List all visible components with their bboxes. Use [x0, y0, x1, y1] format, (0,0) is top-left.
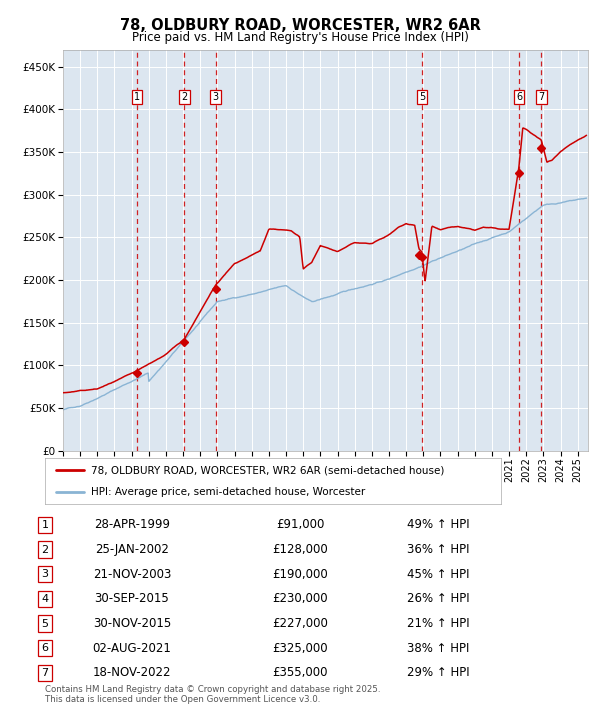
Text: 1: 1: [41, 520, 49, 530]
Text: £190,000: £190,000: [272, 568, 328, 581]
Text: 1: 1: [134, 92, 140, 102]
Text: 02-AUG-2021: 02-AUG-2021: [92, 642, 172, 655]
Text: 6: 6: [41, 643, 49, 653]
Text: 49% ↑ HPI: 49% ↑ HPI: [407, 518, 469, 532]
Text: 36% ↑ HPI: 36% ↑ HPI: [407, 543, 469, 556]
Text: Price paid vs. HM Land Registry's House Price Index (HPI): Price paid vs. HM Land Registry's House …: [131, 31, 469, 43]
Text: 18-NOV-2022: 18-NOV-2022: [93, 666, 171, 679]
Text: 78, OLDBURY ROAD, WORCESTER, WR2 6AR: 78, OLDBURY ROAD, WORCESTER, WR2 6AR: [119, 18, 481, 33]
Text: 4: 4: [41, 594, 49, 604]
Text: 3: 3: [41, 569, 49, 579]
Text: 45% ↑ HPI: 45% ↑ HPI: [407, 568, 469, 581]
Text: £128,000: £128,000: [272, 543, 328, 556]
Text: 29% ↑ HPI: 29% ↑ HPI: [407, 666, 469, 679]
Text: £230,000: £230,000: [272, 592, 328, 606]
Text: 7: 7: [41, 668, 49, 678]
Text: 3: 3: [212, 92, 218, 102]
Text: £355,000: £355,000: [272, 666, 328, 679]
Text: Contains HM Land Registry data © Crown copyright and database right 2025.
This d: Contains HM Land Registry data © Crown c…: [45, 685, 380, 704]
Text: HPI: Average price, semi-detached house, Worcester: HPI: Average price, semi-detached house,…: [91, 486, 365, 496]
Text: 30-SEP-2015: 30-SEP-2015: [95, 592, 169, 606]
Text: 28-APR-1999: 28-APR-1999: [94, 518, 170, 532]
Text: 5: 5: [419, 92, 425, 102]
Text: 30-NOV-2015: 30-NOV-2015: [93, 617, 171, 630]
Text: 2: 2: [181, 92, 187, 102]
Text: 6: 6: [516, 92, 522, 102]
Text: £325,000: £325,000: [272, 642, 328, 655]
Text: 2: 2: [41, 545, 49, 555]
Text: 21% ↑ HPI: 21% ↑ HPI: [407, 617, 469, 630]
Text: 7: 7: [538, 92, 544, 102]
Text: 25-JAN-2002: 25-JAN-2002: [95, 543, 169, 556]
Text: £91,000: £91,000: [276, 518, 324, 532]
Text: £227,000: £227,000: [272, 617, 328, 630]
Text: 5: 5: [41, 618, 49, 628]
Text: 26% ↑ HPI: 26% ↑ HPI: [407, 592, 469, 606]
Text: 38% ↑ HPI: 38% ↑ HPI: [407, 642, 469, 655]
Text: 78, OLDBURY ROAD, WORCESTER, WR2 6AR (semi-detached house): 78, OLDBURY ROAD, WORCESTER, WR2 6AR (se…: [91, 466, 444, 476]
Text: 21-NOV-2003: 21-NOV-2003: [93, 568, 171, 581]
